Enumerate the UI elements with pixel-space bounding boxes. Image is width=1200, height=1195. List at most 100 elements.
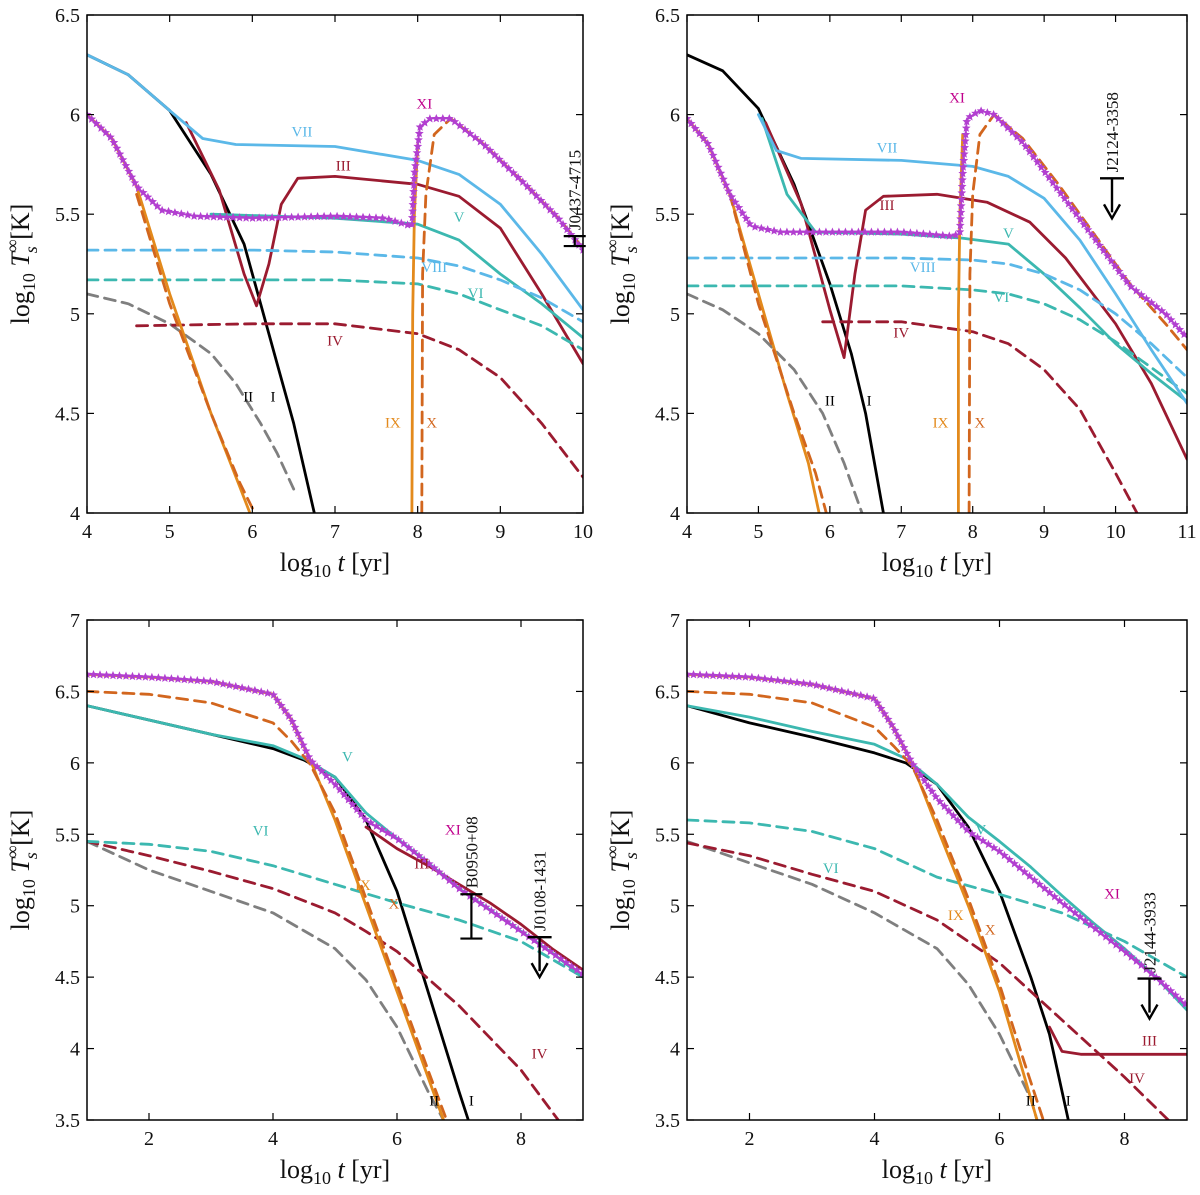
star-marker xyxy=(967,829,977,838)
curve-label: III xyxy=(880,198,895,214)
star-marker xyxy=(883,714,893,724)
curve-ii xyxy=(687,292,864,513)
star-marker xyxy=(738,208,747,217)
star-marker xyxy=(944,806,954,815)
star-marker xyxy=(824,683,834,692)
star-marker xyxy=(523,182,532,191)
star-marker xyxy=(695,670,705,679)
star-marker xyxy=(256,687,266,696)
x-tick-label: 2 xyxy=(144,1128,154,1150)
star-marker xyxy=(96,123,106,132)
star-marker xyxy=(409,174,419,183)
star-marker xyxy=(960,143,970,152)
star-marker xyxy=(734,203,744,212)
star-marker xyxy=(284,711,294,720)
star-marker xyxy=(344,795,353,804)
curve-label: X xyxy=(974,415,985,431)
star-marker xyxy=(1147,968,1156,978)
star-marker xyxy=(319,211,329,221)
star-marker xyxy=(1064,199,1073,208)
star-marker xyxy=(89,670,98,679)
x-tick-label: 7 xyxy=(330,521,340,543)
star-marker xyxy=(454,884,464,893)
star-marker xyxy=(1131,286,1141,295)
star-marker xyxy=(906,228,915,237)
x-tick-label: 5 xyxy=(753,521,763,543)
y-tick-label: 6.5 xyxy=(55,681,80,703)
y-tick-label: 4.5 xyxy=(655,967,680,989)
curve-label: II xyxy=(243,389,253,405)
star-marker xyxy=(902,748,912,758)
star-marker xyxy=(541,200,550,209)
star-marker xyxy=(273,695,282,705)
star-marker xyxy=(470,133,480,142)
star-marker xyxy=(112,143,122,152)
star-marker xyxy=(254,213,264,222)
y-tick-label: 6.5 xyxy=(655,681,680,703)
star-marker xyxy=(308,757,317,766)
star-marker xyxy=(476,137,485,146)
curve-ii xyxy=(87,292,296,491)
star-marker xyxy=(410,167,419,176)
curve-label: XI xyxy=(1104,887,1120,903)
star-marker xyxy=(958,820,967,829)
star-marker xyxy=(476,898,485,908)
star-marker xyxy=(138,188,148,197)
curve-label: I xyxy=(271,389,276,405)
star-marker xyxy=(1122,277,1132,286)
star-marker xyxy=(799,678,808,687)
star-marker xyxy=(288,717,297,726)
star-marker xyxy=(1075,912,1085,921)
curve-x xyxy=(420,117,583,513)
star-marker xyxy=(862,692,872,701)
axes-frame xyxy=(686,14,1188,514)
star-marker xyxy=(721,180,731,189)
curve-ix xyxy=(87,113,252,513)
star-marker xyxy=(577,969,583,978)
star-marker xyxy=(923,781,933,790)
star-marker xyxy=(361,814,370,824)
star-marker xyxy=(847,227,857,236)
star-marker xyxy=(1095,240,1104,250)
star-marker xyxy=(960,136,970,145)
curve-viii xyxy=(687,256,1187,379)
star-marker xyxy=(925,229,935,239)
x-tick-label: 8 xyxy=(968,521,978,543)
y-tick-label: 4 xyxy=(670,503,680,525)
star-marker xyxy=(715,671,724,680)
star-marker xyxy=(578,245,583,254)
star-marker xyxy=(1166,986,1176,995)
star-marker xyxy=(998,118,1008,127)
star-marker xyxy=(108,670,118,680)
star-marker xyxy=(237,683,247,692)
star-marker xyxy=(896,737,906,746)
star-marker xyxy=(438,114,448,123)
x-axis-label: log10 t [yr] xyxy=(882,548,992,581)
star-marker xyxy=(147,672,157,682)
star-marker xyxy=(1136,960,1146,969)
curve-label: IX xyxy=(385,415,401,431)
star-marker xyxy=(776,227,785,236)
star-marker xyxy=(706,144,715,154)
star-marker xyxy=(821,227,831,236)
curve-vi xyxy=(87,278,583,352)
star-marker xyxy=(1056,188,1066,198)
star-marker xyxy=(352,804,362,814)
star-marker xyxy=(572,965,582,974)
star-marker xyxy=(899,227,909,237)
star-marker xyxy=(313,212,322,221)
star-marker xyxy=(280,706,290,715)
star-marker xyxy=(834,227,844,236)
star-marker xyxy=(995,846,1004,856)
star-marker xyxy=(695,129,704,138)
star-marker xyxy=(102,670,111,679)
star-marker xyxy=(415,122,425,131)
y-tick-label: 5 xyxy=(670,896,680,918)
curve-label: V xyxy=(454,210,465,226)
y-tick-label: 7 xyxy=(70,610,80,632)
star-marker xyxy=(1126,282,1136,291)
star-marker xyxy=(420,118,430,127)
star-marker xyxy=(101,128,111,137)
star-marker xyxy=(779,676,789,685)
curve-label: VI xyxy=(468,286,484,302)
